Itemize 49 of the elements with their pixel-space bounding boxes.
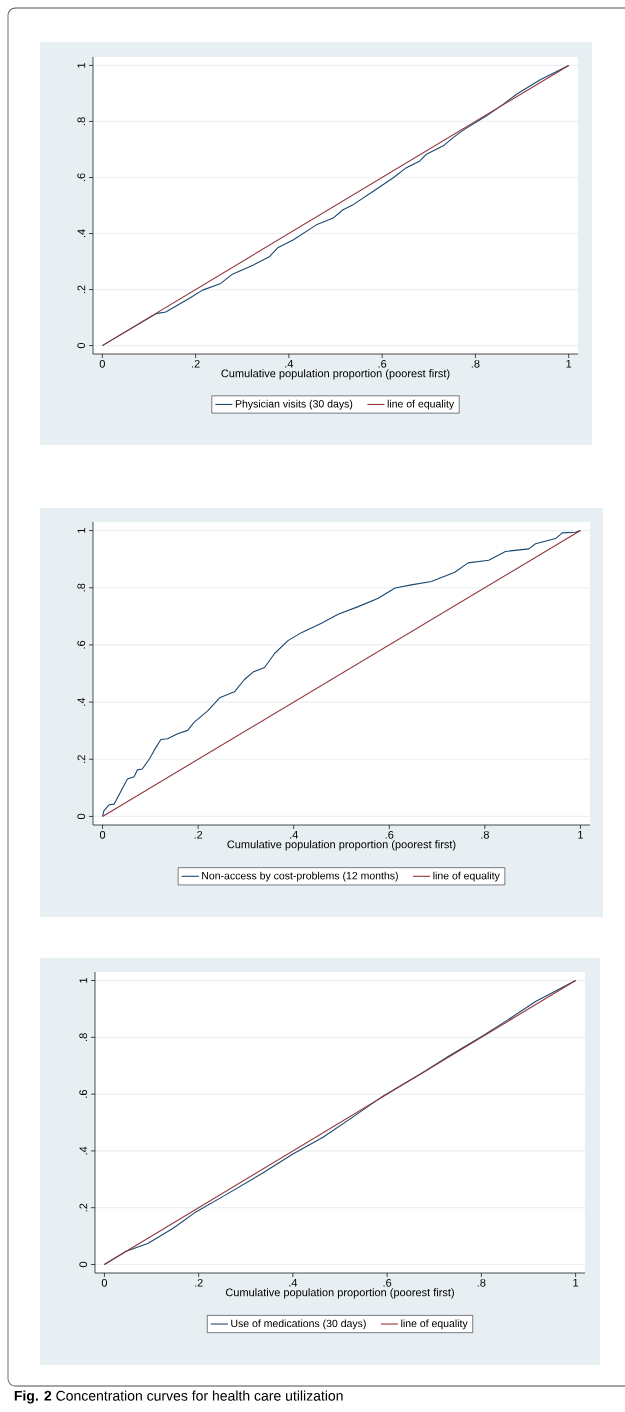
y-tick-label: 0: [79, 1261, 88, 1268]
y-tick-label: .8: [79, 1033, 88, 1041]
x-tick-label: .8: [471, 359, 480, 368]
y-tick-label: .2: [79, 1203, 88, 1212]
y-tick-label: .6: [77, 173, 86, 182]
legend-label: line of equality: [387, 399, 455, 410]
y-tick-label: .2: [77, 285, 86, 294]
y-tick-label: .6: [79, 1090, 88, 1098]
x-tick-label: 1: [566, 359, 572, 368]
y-tick-label: .4: [79, 1146, 88, 1155]
x-tick-label: 0: [101, 1278, 108, 1287]
y-tick-label: .8: [77, 583, 86, 592]
x-axis-title: Cumulative population proportion (poorest first): [227, 840, 456, 851]
line-series: [103, 979, 577, 1266]
y-tick-label: 1: [79, 978, 88, 983]
x-tick-label: .6: [378, 359, 387, 368]
x-tick-label: 1: [578, 830, 583, 839]
line-series: [102, 530, 581, 817]
text: Fig. 2 Concentration curves for health care utilization: [14, 1390, 343, 1404]
x-tick-label: 0: [99, 359, 105, 368]
x-tick-label: 0: [99, 830, 106, 839]
y-tick-label: 0: [77, 813, 86, 820]
x-tick-label: .2: [192, 359, 200, 368]
x-axis-title: Cumulative population proportion (poorest first): [221, 369, 450, 380]
legend-label: line of equality: [433, 871, 500, 882]
x-tick-label: .2: [195, 1278, 203, 1287]
x-tick-label: .8: [481, 830, 489, 839]
y-tick-label: 1: [77, 62, 86, 68]
legend-label: line of equality: [401, 1319, 468, 1330]
legend-label: Non-access by cost-problems (12 months): [202, 871, 398, 882]
x-tick-label: .4: [285, 359, 294, 368]
y-tick-label: .6: [77, 640, 86, 649]
x-tick-label: .6: [383, 1278, 392, 1287]
legend-label: Physician visits (30 days): [235, 399, 353, 410]
x-tick-label: .8: [477, 1278, 486, 1287]
x-tick-label: .4: [289, 1278, 298, 1287]
y-tick-label: .8: [77, 117, 86, 126]
y-tick-label: .4: [77, 697, 86, 706]
x-tick-label: 1: [573, 1278, 579, 1287]
x-axis-title: Cumulative population proportion (poorest first): [225, 1288, 454, 1299]
x-tick-label: .2: [194, 830, 203, 839]
y-tick-label: .4: [77, 229, 86, 238]
line-series: [101, 64, 570, 347]
x-tick-label: .4: [290, 830, 298, 839]
x-tick-label: .6: [385, 830, 394, 839]
y-tick-label: 1: [77, 528, 86, 533]
y-tick-label: .2: [77, 755, 86, 763]
legend-label: Use of medications (30 days): [231, 1319, 366, 1330]
y-tick-label: 0: [77, 342, 86, 349]
